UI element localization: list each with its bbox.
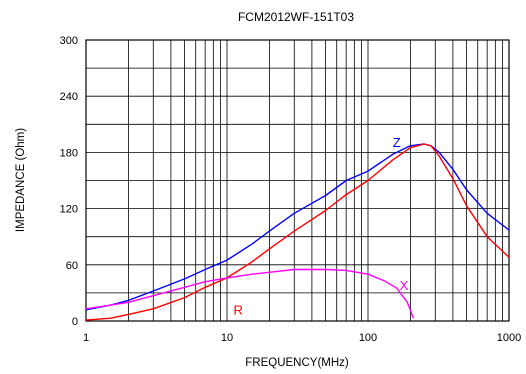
x-tick-label: 100 (359, 332, 377, 344)
plot-frame (85, 39, 510, 322)
y-tick-labels: 0 60 120 180 240 300 (60, 35, 78, 328)
series-label-r: R (233, 302, 242, 317)
series-lines (85, 143, 510, 321)
y-tick-label: 0 (72, 316, 78, 328)
series-line-z (85, 143, 510, 311)
series-annotations: Z R X (233, 135, 408, 318)
x-axis-label: FREQUENCY(MHz) (245, 357, 349, 369)
x-tick-label: 10 (221, 332, 233, 344)
chart-title: FCM2012WF-151T03 (238, 10, 354, 24)
y-tick-label: 120 (60, 204, 78, 216)
x-tick-label: 1 (83, 332, 89, 344)
y-tick-label: 180 (60, 147, 78, 159)
x-tick-labels: 1 10 100 1000 (83, 332, 521, 344)
y-tick-label: 240 (60, 91, 78, 103)
y-axis-label: IMPEDANCE (Ohm) (15, 128, 27, 232)
y-tick-label: 300 (60, 35, 78, 47)
grid (86, 40, 509, 321)
series-line-r (85, 143, 510, 321)
series-label-x: X (400, 278, 409, 293)
x-tick-label: 1000 (497, 332, 521, 344)
series-label-z: Z (393, 135, 401, 150)
y-tick-label: 60 (66, 260, 78, 272)
series-line-x (85, 268, 415, 319)
